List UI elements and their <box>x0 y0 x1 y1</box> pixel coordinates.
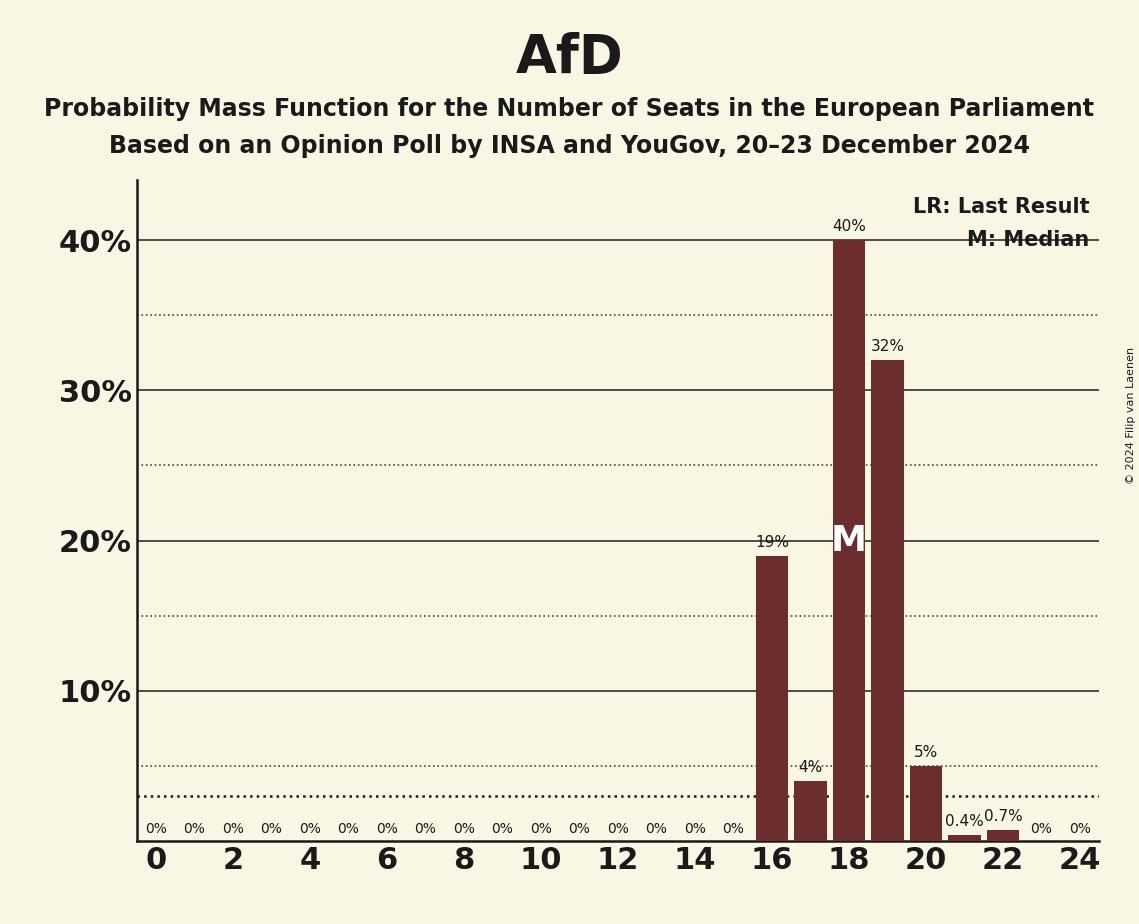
Text: 0%: 0% <box>1031 822 1052 836</box>
Bar <box>910 766 942 841</box>
Text: 5%: 5% <box>913 745 939 760</box>
Text: 0%: 0% <box>261 822 282 836</box>
Text: © 2024 Filip van Laenen: © 2024 Filip van Laenen <box>1126 347 1136 484</box>
Text: 0.4%: 0.4% <box>945 814 984 829</box>
Text: AfD: AfD <box>516 32 623 84</box>
Text: 0%: 0% <box>646 822 667 836</box>
Text: 0%: 0% <box>376 822 398 836</box>
Text: 0%: 0% <box>415 822 436 836</box>
Text: 0%: 0% <box>298 822 321 836</box>
Bar <box>833 240 866 841</box>
Text: 0%: 0% <box>683 822 706 836</box>
Text: 19%: 19% <box>755 535 789 550</box>
Bar <box>794 781 827 841</box>
Text: 0.7%: 0.7% <box>983 809 1023 824</box>
Text: Based on an Opinion Poll by INSA and YouGov, 20–23 December 2024: Based on an Opinion Poll by INSA and You… <box>109 134 1030 158</box>
Bar <box>755 555 788 841</box>
Text: 0%: 0% <box>607 822 629 836</box>
Text: 0%: 0% <box>1068 822 1091 836</box>
Text: 0%: 0% <box>337 822 360 836</box>
Text: 0%: 0% <box>530 822 552 836</box>
Text: 40%: 40% <box>831 219 866 234</box>
Text: M: M <box>830 524 867 557</box>
Text: 0%: 0% <box>183 822 205 836</box>
Bar <box>948 835 981 841</box>
Text: 0%: 0% <box>145 822 167 836</box>
Text: 32%: 32% <box>870 339 904 355</box>
Text: 4%: 4% <box>798 760 822 774</box>
Text: 0%: 0% <box>222 822 244 836</box>
Text: M: Median: M: Median <box>967 230 1090 249</box>
Text: 0%: 0% <box>568 822 590 836</box>
Text: 0%: 0% <box>722 822 745 836</box>
Bar <box>871 360 903 841</box>
Bar <box>986 831 1019 841</box>
Text: 0%: 0% <box>453 822 475 836</box>
Text: Probability Mass Function for the Number of Seats in the European Parliament: Probability Mass Function for the Number… <box>44 97 1095 121</box>
Text: 0%: 0% <box>491 822 514 836</box>
Text: LR: Last Result: LR: Last Result <box>912 197 1090 217</box>
